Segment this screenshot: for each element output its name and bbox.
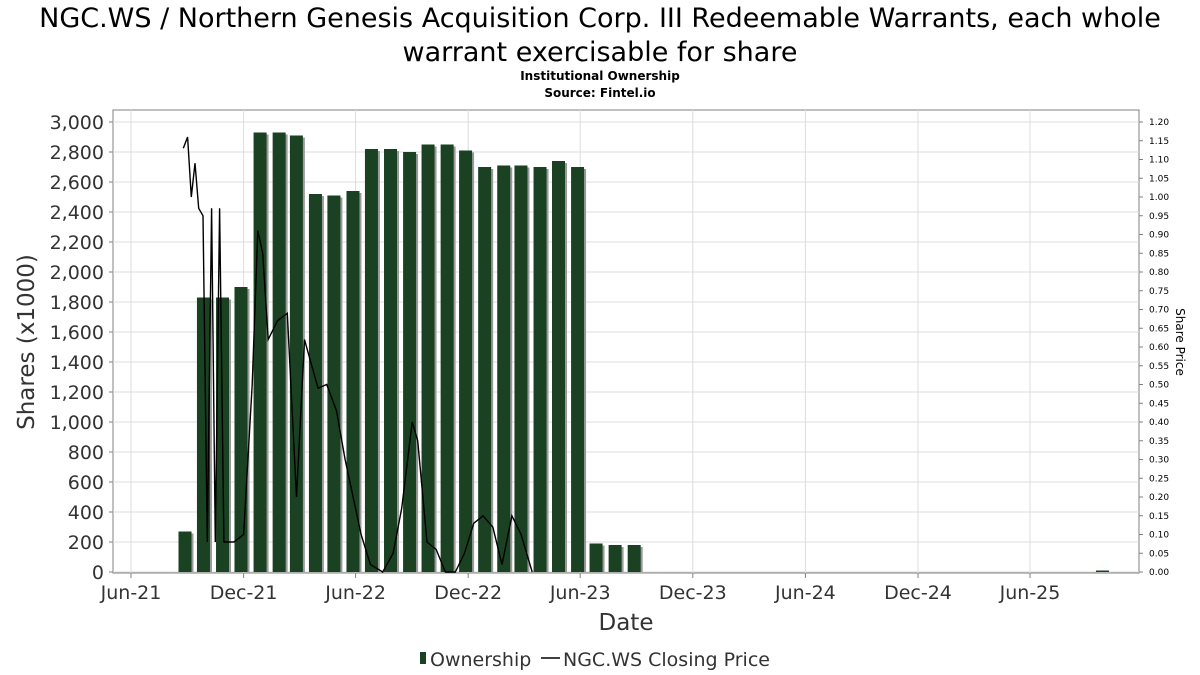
y2-tick-label: 0.25 — [1149, 474, 1169, 484]
y2-axis-title: Share Price — [1173, 308, 1187, 376]
chart-subtitle: Institutional Ownership — [520, 69, 680, 83]
y-tick-label: 400 — [68, 502, 104, 524]
x-tick-label: Jun-22 — [324, 582, 386, 604]
x-axis-ticks: Jun-21 Dec-21 Jun-22 Dec-22 Jun-23 Dec-23 Jun-… — [100, 573, 1061, 604]
x-tick-label: Jun-24 — [774, 582, 836, 604]
y2-tick-label: 0.30 — [1149, 456, 1169, 466]
y2-tick-label: 0.35 — [1149, 437, 1169, 447]
ownership-bar — [571, 167, 585, 572]
x-tick-label: Dec-24 — [884, 582, 952, 604]
ownership-bar — [403, 152, 417, 572]
y-tick-label: 2,400 — [50, 202, 104, 224]
left-axis-ticks: 0 200 400 600 800 1,000 1,200 1,400 1,600 1,800 2,… — [50, 112, 113, 584]
y2-tick-label: 0.60 — [1149, 343, 1169, 353]
y2-tick-label: 0.55 — [1149, 362, 1169, 372]
y-tick-label: 0 — [92, 562, 104, 584]
ownership-bar-shadow — [1097, 572, 1111, 573]
y-tick-label: 1,000 — [50, 412, 104, 434]
ownership-bar — [234, 287, 248, 572]
y-tick-label: 1,400 — [50, 352, 104, 374]
ownership-bar — [346, 191, 360, 572]
ownership-bar — [533, 167, 547, 572]
ownership-bar — [421, 144, 435, 572]
y2-tick-label: 0.80 — [1149, 268, 1169, 278]
y-tick-label: 600 — [68, 472, 104, 494]
y-tick-label: 2,600 — [50, 172, 104, 194]
y2-tick-label: 0.00 — [1149, 568, 1169, 578]
y2-tick-label: 0.05 — [1149, 549, 1169, 559]
ownership-bar — [308, 194, 322, 572]
ownership-bar — [589, 543, 603, 572]
ownership-bar — [478, 167, 492, 572]
y2-tick-label: 0.85 — [1149, 249, 1169, 259]
x-axis-title: Date — [599, 610, 654, 636]
y-tick-label: 1,800 — [50, 292, 104, 314]
y2-tick-label: 0.65 — [1149, 324, 1169, 334]
x-tick-label: Jun-21 — [100, 582, 162, 604]
y-tick-label: 2,800 — [50, 142, 104, 164]
ownership-bar — [178, 531, 192, 572]
chart-title: NGC.WS / Northern Genesis Acquisition Co… — [39, 3, 1161, 68]
y2-tick-label: 1.10 — [1149, 156, 1169, 166]
ownership-bar — [459, 150, 473, 572]
legend: Ownership NGC.WS Closing Price — [420, 649, 770, 671]
y-tick-label: 1,200 — [50, 382, 104, 404]
ownership-bar — [253, 132, 267, 572]
y2-tick-label: 1.05 — [1149, 174, 1169, 184]
chart-source: Source: Fintel.io — [544, 86, 656, 100]
y-tick-label: 2,000 — [50, 262, 104, 284]
ownership-bar — [497, 165, 511, 572]
y2-tick-label: 1.20 — [1149, 118, 1169, 128]
y2-tick-label: 0.40 — [1149, 418, 1169, 428]
ownership-bar — [364, 149, 378, 572]
closing-price-line — [182, 136, 533, 573]
y-tick-label: 800 — [68, 442, 104, 464]
y2-tick-label: 0.15 — [1149, 512, 1169, 522]
legend-ownership-label: Ownership — [430, 649, 531, 671]
y-tick-label: 2,200 — [50, 232, 104, 254]
y2-tick-label: 0.10 — [1149, 531, 1169, 541]
ownership-bar — [289, 135, 303, 572]
x-tick-label: Dec-23 — [659, 582, 727, 604]
ownership-bars — [178, 132, 1111, 573]
legend-price-label: NGC.WS Closing Price — [563, 649, 770, 671]
y2-tick-label: 0.50 — [1149, 381, 1169, 391]
ownership-bar — [327, 195, 341, 572]
y2-tick-label: 1.00 — [1149, 193, 1169, 203]
ownership-bar — [384, 149, 398, 572]
y2-tick-label: 1.15 — [1149, 137, 1169, 147]
ownership-bar — [272, 132, 286, 572]
y2-tick-label: 0.45 — [1149, 399, 1169, 409]
ownership-bar — [440, 144, 454, 572]
x-tick-label: Jun-23 — [549, 582, 611, 604]
y2-tick-label: 0.95 — [1149, 212, 1169, 222]
x-tick-label: Jun-25 — [999, 582, 1061, 604]
ownership-bar — [1095, 570, 1109, 572]
ownership-bar — [627, 545, 641, 572]
y2-tick-label: 0.70 — [1149, 306, 1169, 316]
y-axis-title: Shares (x1000) — [14, 254, 40, 430]
ownership-bar — [608, 545, 622, 572]
y-tick-label: 200 — [68, 532, 104, 554]
right-axis-ticks: 0.00 0.05 0.10 0.15 0.20 0.25 0.30 0.35 0.40 0.45… — [1139, 118, 1169, 578]
y2-tick-label: 0.20 — [1149, 493, 1169, 503]
y-tick-label: 3,000 — [50, 112, 104, 134]
legend-ownership-swatch — [420, 652, 426, 664]
y2-tick-label: 0.90 — [1149, 231, 1169, 241]
y-tick-label: 1,600 — [50, 322, 104, 344]
ownership-bar — [552, 161, 566, 572]
x-tick-label: Dec-22 — [434, 582, 502, 604]
x-tick-label: Dec-21 — [210, 582, 278, 604]
y2-tick-label: 0.75 — [1149, 287, 1169, 297]
ownership-bar — [514, 165, 528, 572]
